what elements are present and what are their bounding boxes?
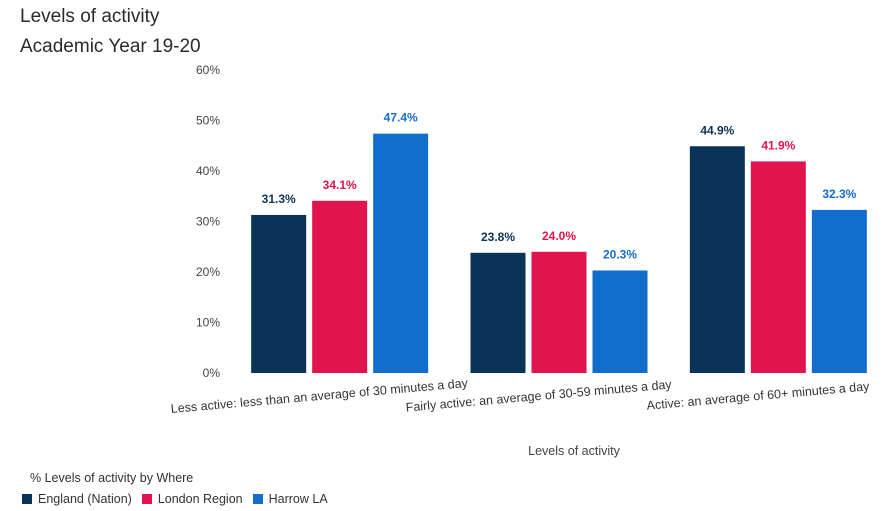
bar[interactable]: [373, 133, 429, 373]
legend-label-london: London Region: [157, 492, 243, 506]
legend-swatch-england: [22, 494, 32, 504]
bar-chart: 0% 10% 20% 30% 40% 50% 60% 31.3% 34.1% 47.4% 23.8…: [170, 63, 870, 458]
legend-item-england[interactable]: England (Nation): [22, 492, 132, 506]
y-tick-label: 20%: [196, 265, 220, 279]
legend: % Levels of activity by Where England (N…: [22, 471, 338, 506]
legend-title: % Levels of activity by Where: [30, 471, 194, 485]
x-axis-title: Levels of activity: [528, 444, 620, 458]
data-label: 34.1%: [323, 178, 357, 192]
y-tick-label: 40%: [196, 164, 220, 178]
y-tick-label: 0%: [203, 366, 221, 380]
y-tick-label: 30%: [196, 215, 220, 229]
legend-label-harrow: Harrow LA: [268, 492, 328, 506]
category-label: Active: an average of 60+ minutes a day: [646, 379, 871, 412]
data-label: 41.9%: [761, 138, 795, 152]
bar[interactable]: [470, 252, 526, 373]
bar[interactable]: [251, 214, 307, 373]
legend-item-harrow[interactable]: Harrow LA: [252, 492, 328, 506]
y-tick-label: 50%: [196, 114, 220, 128]
bar[interactable]: [312, 200, 368, 373]
data-label: 31.3%: [262, 192, 296, 206]
bars-group: [251, 133, 867, 373]
data-label: 23.8%: [481, 230, 515, 244]
value-labels-group: 31.3% 34.1% 47.4% 23.8% 24.0% 20.3% 44.9% 41.9%…: [262, 111, 857, 262]
data-label: 44.9%: [700, 123, 734, 137]
data-label: 20.3%: [603, 247, 637, 261]
legend-swatch-london: [141, 494, 152, 504]
chart-title-line-1: Levels of activity: [20, 6, 160, 27]
data-label: 24.0%: [542, 229, 576, 243]
legend-items: England (Nation) London Region Harrow LA: [22, 492, 338, 506]
bar[interactable]: [811, 209, 867, 373]
chart-subtitle: Academic Year 19-20: [20, 36, 201, 57]
y-tick-label: 10%: [196, 316, 220, 330]
data-label: 32.3%: [822, 187, 856, 201]
bar[interactable]: [531, 251, 587, 373]
y-axis: 0% 10% 20% 30% 40% 50% 60%: [196, 63, 220, 380]
x-axis: Less active: less than an average of 30 …: [170, 376, 870, 416]
bar[interactable]: [592, 270, 648, 373]
data-label: 47.4%: [384, 111, 418, 125]
legend-swatch-harrow: [252, 494, 263, 504]
bar[interactable]: [750, 161, 806, 373]
legend-item-london[interactable]: London Region: [141, 492, 243, 506]
legend-label-england: England (Nation): [38, 492, 132, 506]
chart-title: Levels of activity Academic Year 19-20: [20, 2, 201, 62]
y-tick-label: 60%: [196, 63, 220, 77]
bar[interactable]: [689, 146, 745, 373]
